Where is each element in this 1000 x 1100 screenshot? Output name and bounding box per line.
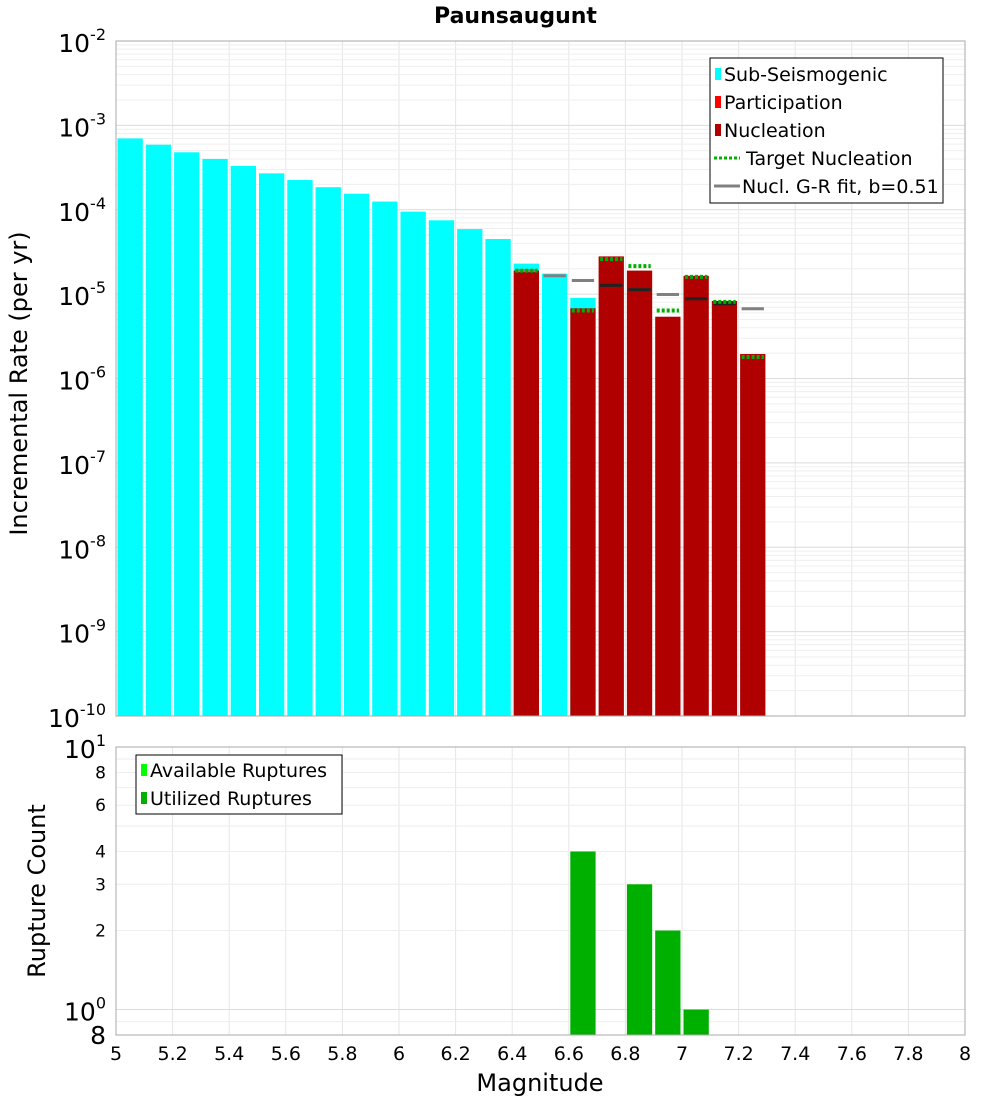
- sub-seismogenic-bar: [485, 239, 511, 716]
- utilized-ruptures-bar: [655, 930, 681, 1035]
- x-tick-label: 5.2: [157, 1043, 187, 1065]
- legend-label-2: Nucleation: [724, 120, 826, 142]
- legend-label-1: Participation: [724, 92, 843, 114]
- x-tick-label: 7.2: [723, 1043, 753, 1065]
- nucleation-bar: [570, 308, 596, 716]
- sub-seismogenic-bar: [230, 166, 256, 717]
- sub-seismogenic-bar: [259, 173, 285, 716]
- x-tick-label: 8: [959, 1043, 971, 1065]
- sub-seismogenic-bar: [372, 201, 398, 716]
- sub-seismogenic-bar: [117, 138, 143, 717]
- nucleation-bar: [711, 300, 738, 716]
- nucleation-bar: [598, 256, 624, 716]
- bottom-legend-swatch-1: [141, 792, 147, 804]
- chart-title: Paunsaugunt: [434, 4, 597, 29]
- top-legend-box: [709, 57, 944, 204]
- sub-seismogenic-bar: [400, 211, 426, 716]
- bottom-y-tick-label: 100: [64, 994, 106, 1027]
- nucleation-bar: [513, 270, 539, 716]
- nucleation-bar: [626, 270, 653, 716]
- x-tick-label: 6.6: [554, 1043, 584, 1065]
- utilized-ruptures-bar: [683, 1009, 709, 1035]
- bottom-legend-box: [135, 754, 343, 815]
- bottom-y-tick-label: 6: [95, 796, 106, 816]
- legend-label-4: Nucl. G-R fit, b=0.51: [742, 176, 939, 198]
- bottom-y-axis-label: Rupture Count: [23, 804, 51, 978]
- x-tick-label: 6: [393, 1043, 405, 1065]
- bottom-y-tick-label: 8: [90, 1021, 106, 1050]
- sub-seismogenic-bar: [287, 180, 313, 716]
- top-y-tick-label: 10-3: [58, 109, 106, 142]
- bottom-plot-frame: [115, 746, 966, 1036]
- bottom-y-tick-label: 2: [95, 922, 106, 942]
- sub-seismogenic-bar: [542, 273, 568, 716]
- top-y-tick-label: 10-6: [58, 363, 106, 396]
- x-tick-label: 7.6: [837, 1043, 867, 1065]
- sub-seismogenic-bar: [202, 158, 228, 717]
- sub-seismogenic-bar: [315, 187, 341, 716]
- x-tick-label: 5.6: [271, 1043, 301, 1065]
- top-y-tick-label: 10-10: [48, 700, 106, 733]
- x-tick-label: 6.8: [610, 1043, 640, 1065]
- sub-seismogenic-bar: [457, 229, 483, 717]
- bottom-legend-swatch-0: [141, 764, 147, 776]
- legend-label-0: Sub-Seismogenic: [724, 64, 888, 86]
- x-tick-label: 6.4: [497, 1043, 527, 1065]
- utilized-ruptures-bar: [570, 851, 596, 1035]
- top-plot-frame: [115, 40, 966, 717]
- top-y-tick-label: 10-7: [58, 447, 106, 480]
- top-y-tick-label: 10-4: [58, 194, 106, 227]
- top-y-tick-label: 10-2: [58, 25, 106, 58]
- top-y-axis-label: Incremental Rate (per yr): [5, 231, 33, 535]
- legend-swatch-2: [715, 124, 721, 136]
- x-tick-label: 7: [676, 1043, 688, 1065]
- top-y-tick-label: 10-8: [58, 531, 106, 564]
- sub-seismogenic-bar: [145, 144, 172, 717]
- nucleation-bar: [740, 354, 766, 716]
- bottom-legend: Available Ruptures Utilized Ruptures: [135, 754, 343, 815]
- bottom-legend-label-1: Utilized Ruptures: [150, 788, 312, 810]
- sub-seismogenic-bar: [343, 193, 370, 716]
- legend-swatch-1: [715, 96, 721, 108]
- bottom-y-tick-label: 101: [64, 731, 106, 764]
- x-axis-label: Magnitude: [476, 1069, 603, 1097]
- sub-seismogenic-bar: [428, 220, 455, 717]
- x-tick-label: 5.4: [214, 1043, 244, 1065]
- x-tick-label: 5: [110, 1043, 122, 1065]
- nucleation-bar: [683, 275, 709, 716]
- nucleation-bar: [655, 316, 681, 716]
- utilized-ruptures-bar: [626, 884, 653, 1035]
- top-y-tick-label: 10-5: [58, 278, 106, 311]
- bottom-y-tick-label: 4: [95, 842, 106, 862]
- top-legend: Sub-Seismogenic Participation Nucleation Ta…: [709, 57, 944, 204]
- bottom-legend-label-0: Available Ruptures: [150, 760, 327, 782]
- sub-seismogenic-bar: [174, 152, 200, 716]
- legend-swatch-0: [715, 68, 721, 80]
- bottom-y-tick-label: 8: [95, 763, 106, 783]
- legend-label-3: Target Nucleation: [745, 148, 913, 170]
- x-tick-label: 7.8: [893, 1043, 923, 1065]
- x-tick-label: 7.4: [780, 1043, 810, 1065]
- x-tick-label: 6.2: [440, 1043, 470, 1065]
- x-tick-label: 5.8: [327, 1043, 357, 1065]
- top-y-tick-label: 10-9: [58, 616, 106, 649]
- bottom-y-tick-label: 3: [95, 875, 106, 895]
